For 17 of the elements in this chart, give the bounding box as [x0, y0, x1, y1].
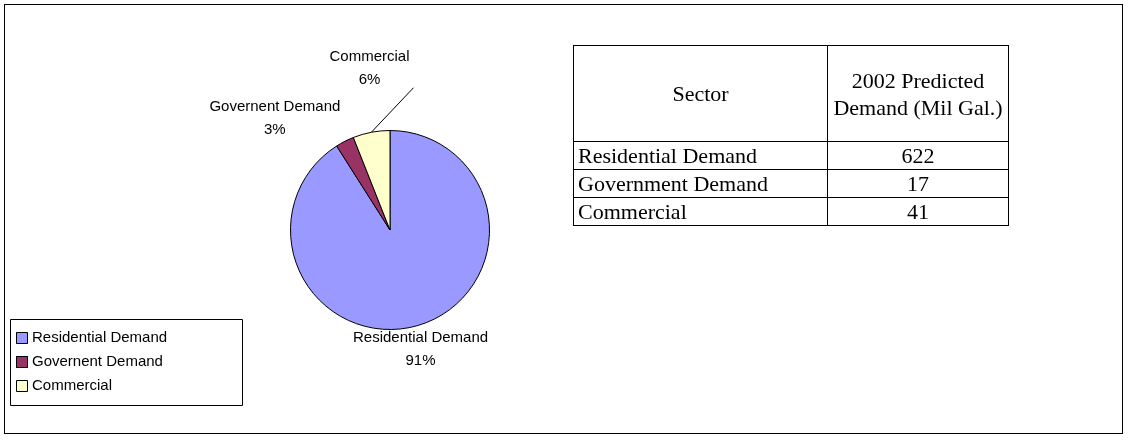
- legend-label: Residential Demand: [32, 328, 168, 346]
- text: 2002 Predicted Demand (Mil Gal.): [827, 45, 1009, 142]
- slice-label: Governent Demand: [209, 97, 341, 115]
- text: 41: [827, 197, 1009, 226]
- text: Sector: [573, 45, 828, 142]
- data-label: 91%: [405, 350, 436, 368]
- slice-label: Commercial: [329, 46, 410, 64]
- text: 17: [827, 169, 1009, 198]
- text: Government Demand: [573, 169, 828, 198]
- legend-label: Commercial: [32, 376, 113, 394]
- legend-label: Governent Demand: [32, 352, 163, 370]
- text: Residential Demand: [573, 141, 828, 170]
- data-label: 6%: [358, 69, 381, 87]
- slice-label: Residential Demand: [353, 327, 489, 345]
- text: Commercial: [573, 197, 828, 226]
- data-label: 3%: [264, 120, 286, 138]
- text: 622: [827, 141, 1009, 170]
